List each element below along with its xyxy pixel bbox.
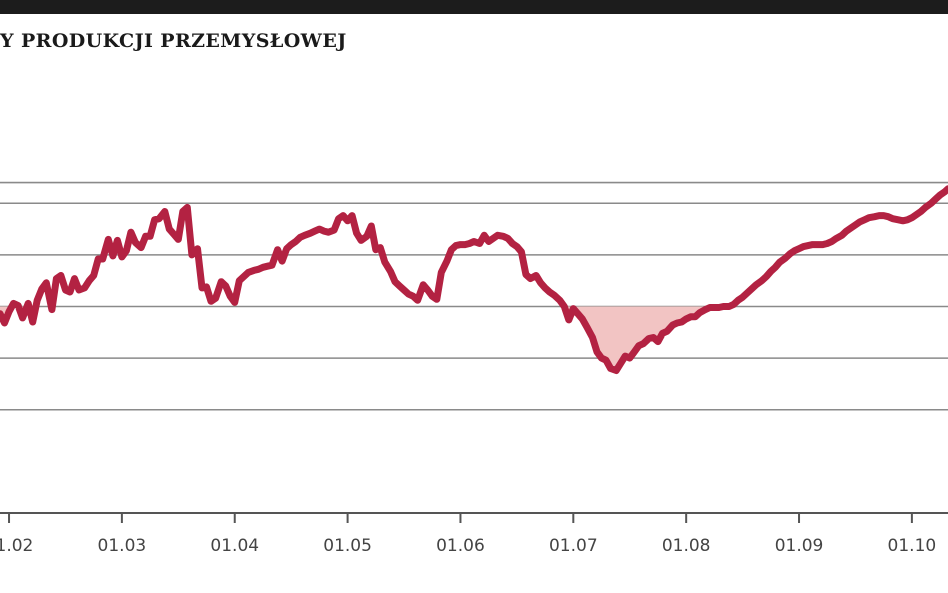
top-bar — [0, 0, 948, 14]
negative-area-fill — [0, 306, 724, 371]
series-line — [0, 185, 948, 374]
x-tick-label: 01.10 — [888, 536, 937, 556]
x-tick-label: 01.04 — [210, 536, 259, 556]
x-tick-label: 01.05 — [323, 536, 372, 556]
x-tick-label: 01.07 — [549, 536, 598, 556]
x-tick-label: 01.06 — [436, 536, 485, 556]
gridlines — [0, 181, 948, 411]
x-tick-label: 01.08 — [662, 536, 711, 556]
chart-title: Y PRODUKCJI PRZEMYSŁOWEJ — [0, 30, 347, 52]
x-tick-label: 01.03 — [98, 536, 147, 556]
x-tick-label: 01.02 — [0, 536, 33, 556]
series-line-path — [0, 185, 948, 374]
x-axis: 01.02 01.03 01.04 01.05 01.06 01.07 01.08 01.09… — [0, 512, 948, 556]
x-tick-label: 01.09 — [775, 536, 824, 556]
